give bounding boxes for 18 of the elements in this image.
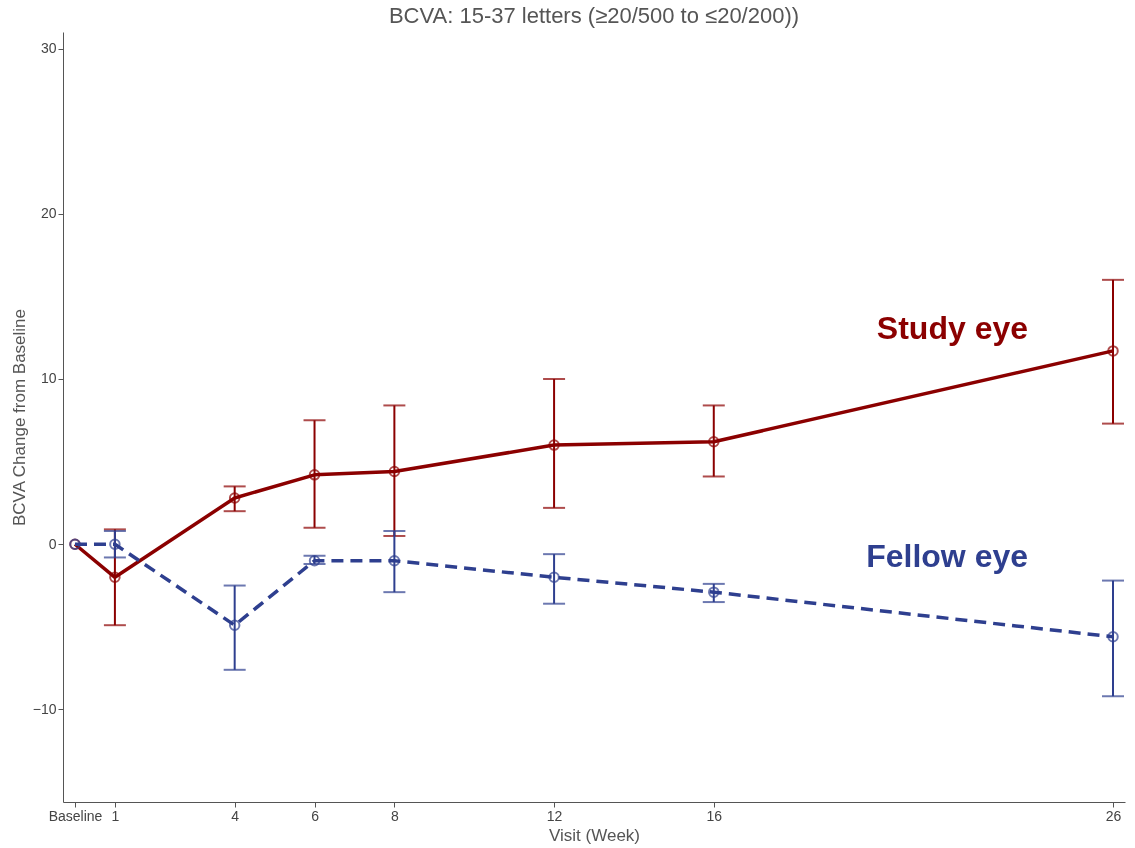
y-axis-title: BCVA Change from Baseline — [9, 308, 29, 527]
series-label: Study eye — [876, 309, 1029, 346]
y-tick-label: 20 — [40, 205, 57, 222]
x-tick-label: 1 — [111, 807, 120, 824]
x-tick-label: 16 — [706, 807, 723, 824]
y-tick-label: 0 — [48, 535, 57, 552]
x-tick-label: 26 — [1105, 807, 1122, 824]
series-label: Fellow eye — [866, 537, 1029, 574]
x-tick-label: 6 — [311, 807, 320, 824]
x-tick-label: Baseline — [48, 807, 103, 824]
x-tick-label: 12 — [546, 807, 563, 824]
x-tick-label: 8 — [390, 807, 399, 824]
x-axis-title: Visit (Week) — [548, 825, 641, 845]
y-tick-label: 30 — [40, 40, 57, 57]
y-tick-label: 10 — [40, 370, 57, 387]
y-tick-label: −10 — [32, 700, 57, 717]
x-tick-label: 4 — [231, 807, 240, 824]
chart-title: BCVA: 15-37 letters (≥20/500 to ≤20/200)) — [388, 3, 800, 28]
